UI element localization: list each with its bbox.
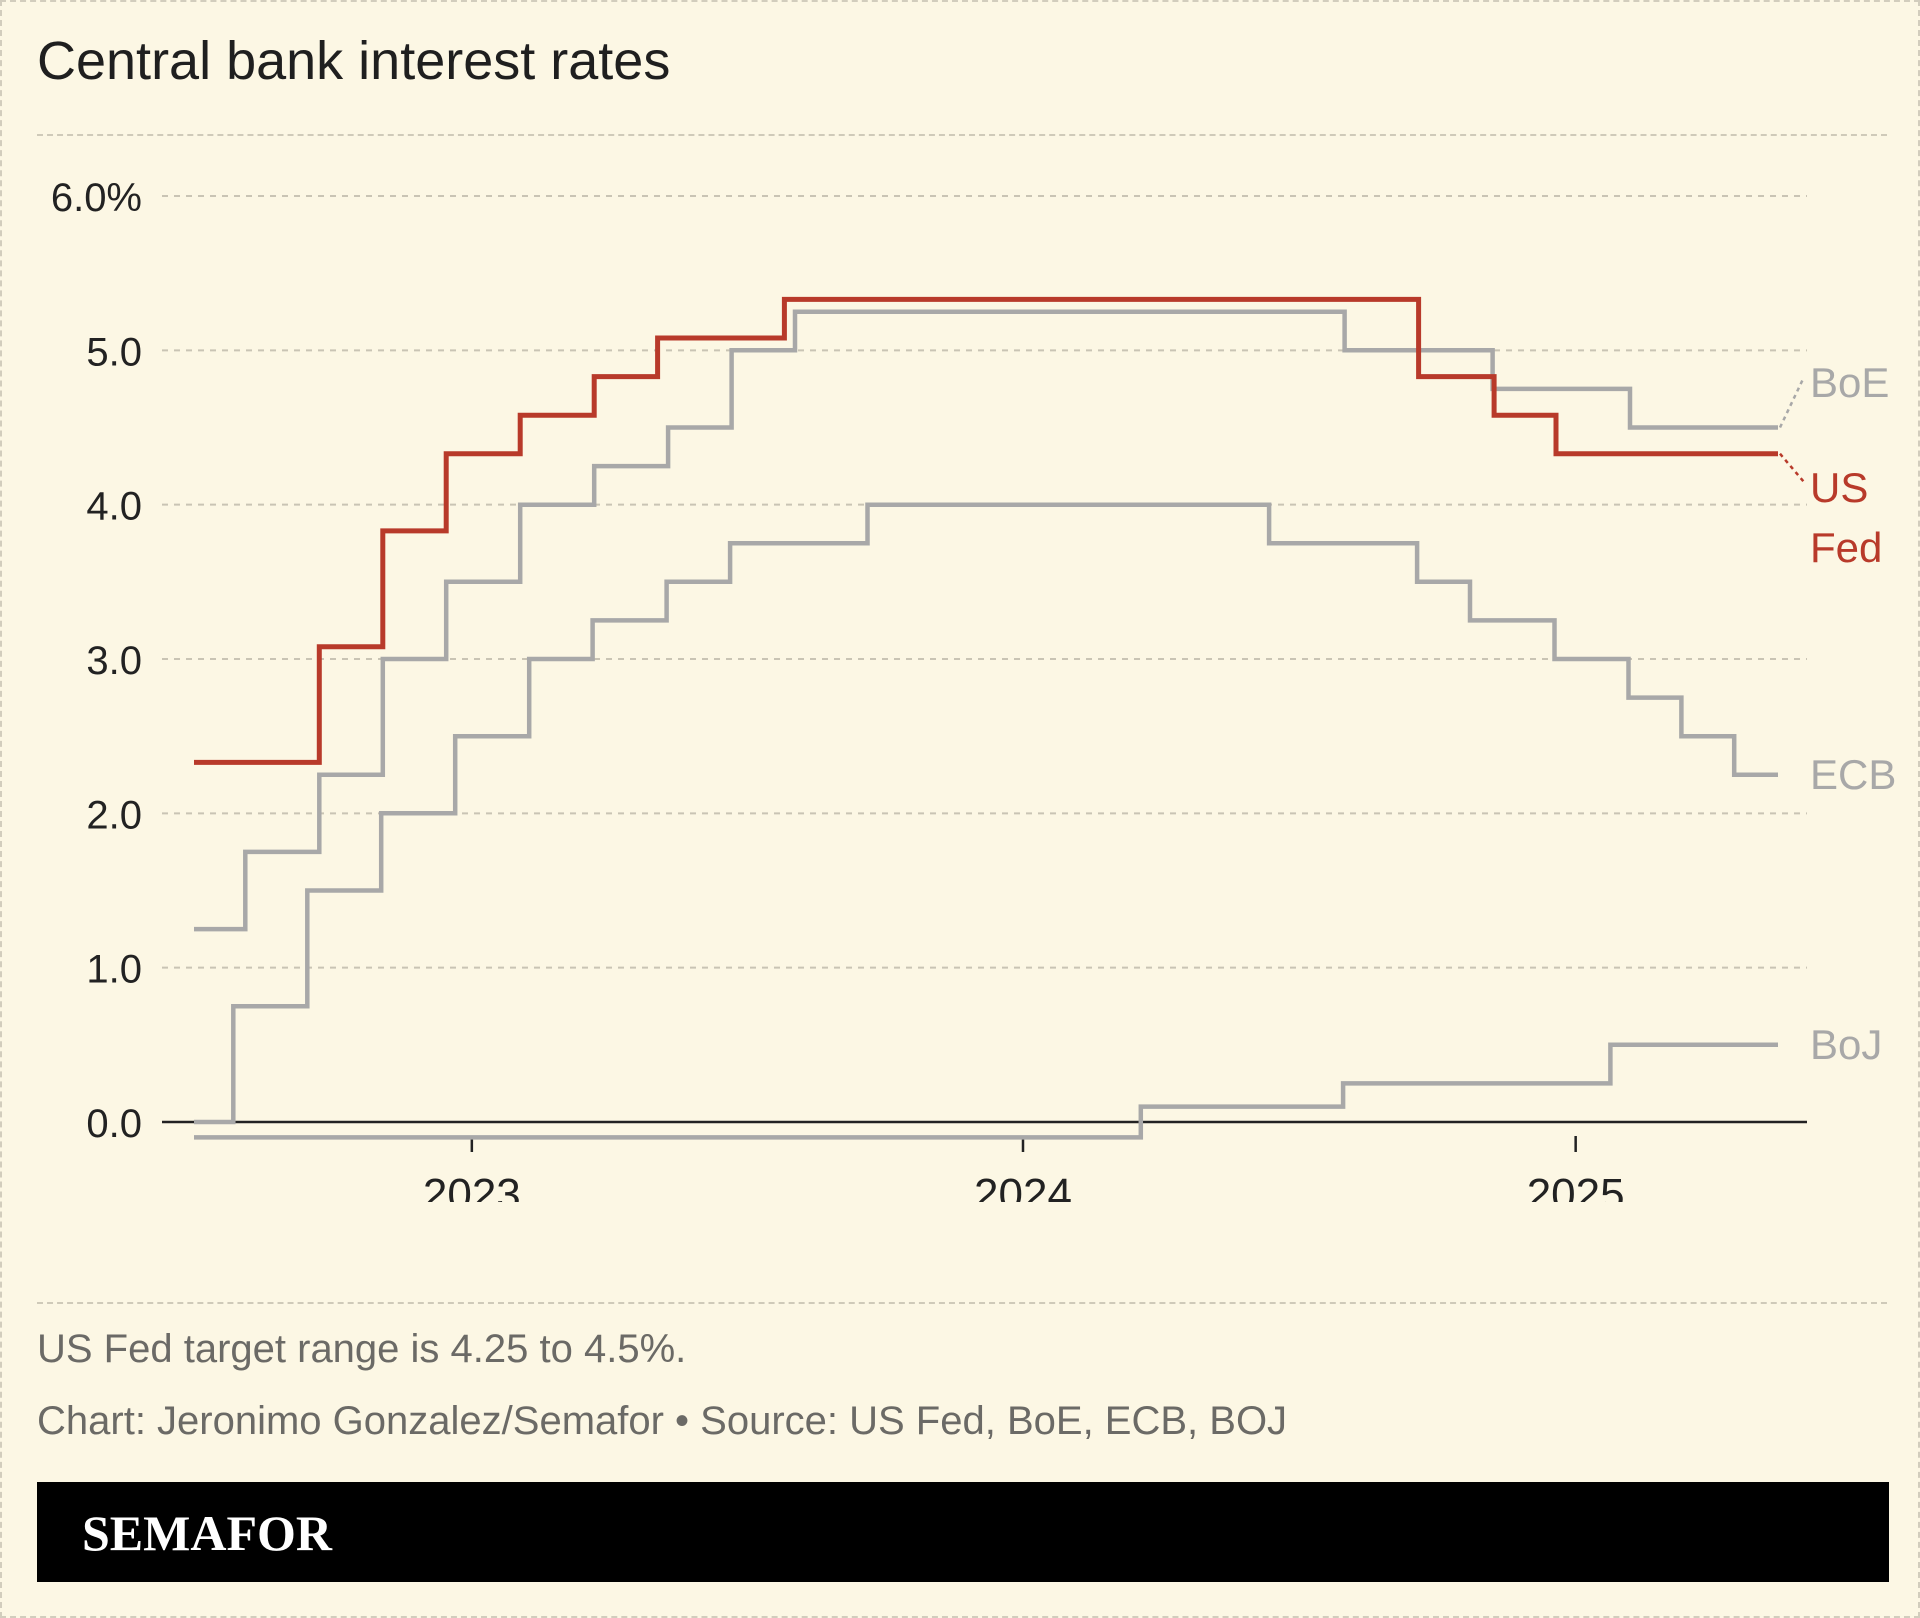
chart-note: US Fed target range is 4.25 to 4.5%. bbox=[37, 1327, 687, 1371]
bottom-divider bbox=[37, 1302, 1887, 1304]
series-label-ecb: ECB bbox=[1810, 751, 1896, 798]
chart-title: Central bank interest rates bbox=[37, 31, 671, 91]
top-divider bbox=[37, 134, 1887, 136]
rates-chart: 6.0% 5.0 4.0 3.0 2.0 1.0 0.0 2023 2024 2025 BoE US F… bbox=[51, 176, 1897, 1202]
series-line-us-fed bbox=[194, 296, 1778, 765]
leader-boe bbox=[1778, 376, 1806, 429]
series-line-boj bbox=[194, 1042, 1778, 1140]
y-tick-label-5: 1.0 bbox=[86, 948, 142, 992]
x-tick-label-1: 2024 bbox=[974, 1170, 1072, 1202]
y-tick-label-3: 3.0 bbox=[86, 639, 142, 683]
chart-credit: Chart: Jeronimo Gonzalez/Semafor • Sourc… bbox=[37, 1399, 1288, 1443]
y-tick-label-6: 0.0 bbox=[86, 1102, 142, 1146]
brand-bar: SEMAFOR bbox=[37, 1482, 1889, 1582]
series-label-us-fed-0: US bbox=[1810, 464, 1868, 511]
series-line-ecb bbox=[194, 502, 1778, 1125]
y-tick-label-0: 6.0% bbox=[51, 176, 142, 220]
series-label-us-fed-1: Fed bbox=[1810, 524, 1882, 571]
leader-us-fed bbox=[1779, 452, 1805, 483]
y-tick-label-2: 4.0 bbox=[86, 485, 142, 529]
x-tick-label-0: 2023 bbox=[423, 1170, 521, 1202]
semafor-logo: SEMAFOR bbox=[82, 1505, 332, 1561]
series-label-boe: BoE bbox=[1810, 359, 1889, 406]
series-label-boj: BoJ bbox=[1810, 1021, 1882, 1068]
x-tick-label-2: 2025 bbox=[1527, 1170, 1625, 1202]
y-tick-label-1: 5.0 bbox=[86, 330, 142, 374]
series-line-boe bbox=[194, 309, 1778, 932]
y-tick-label-4: 2.0 bbox=[86, 793, 142, 837]
